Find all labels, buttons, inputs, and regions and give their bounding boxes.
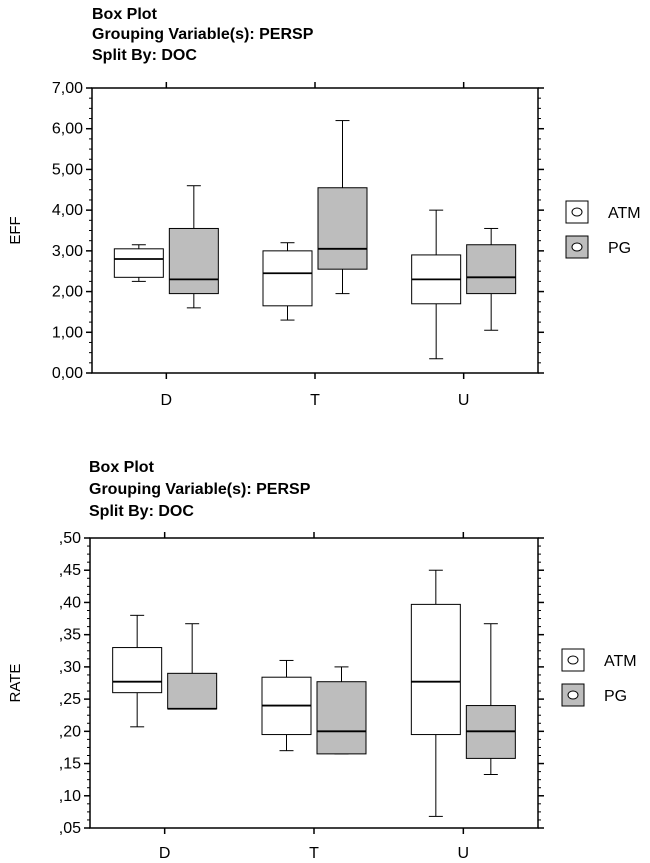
box-iqr bbox=[112, 647, 163, 694]
box-pg-u bbox=[466, 227, 517, 331]
legend-label: PG bbox=[604, 688, 627, 705]
legend-label: ATM bbox=[608, 205, 641, 222]
legend-item-atm: ATM bbox=[561, 648, 637, 672]
box-iqr bbox=[167, 672, 218, 710]
legend-marker-icon bbox=[567, 655, 579, 665]
box-pg-u bbox=[465, 623, 516, 776]
y-tick-label: ,30 bbox=[59, 659, 81, 676]
y-tick-label: 6,00 bbox=[52, 121, 83, 138]
box-atm-u bbox=[411, 209, 462, 360]
y-tick-label: ,05 bbox=[59, 820, 81, 837]
y-tick-label: 2,00 bbox=[52, 284, 83, 301]
box-pg-d bbox=[168, 185, 219, 309]
box-atm-d bbox=[112, 614, 163, 728]
y-tick-label: ,35 bbox=[59, 627, 81, 644]
box-atm-t bbox=[261, 659, 312, 752]
y-tick-label: 4,00 bbox=[52, 202, 83, 219]
box-atm-t bbox=[262, 242, 313, 321]
box-iqr bbox=[317, 187, 368, 270]
box-iqr bbox=[410, 603, 461, 736]
legend-marker-icon bbox=[567, 690, 579, 700]
x-tick-label: U bbox=[458, 845, 470, 862]
y-tick-label: ,40 bbox=[59, 594, 81, 611]
box-iqr bbox=[113, 248, 164, 278]
box-pg-t bbox=[316, 666, 367, 755]
x-tick-label: D bbox=[159, 845, 171, 862]
box-pg-d bbox=[167, 623, 218, 710]
x-tick-label: D bbox=[161, 392, 173, 409]
legend-marker-icon bbox=[571, 242, 583, 252]
chart-title-line: Box Plot bbox=[89, 459, 155, 476]
box-iqr bbox=[168, 227, 219, 295]
y-tick-label: ,25 bbox=[59, 691, 81, 708]
y-tick-label: ,15 bbox=[59, 756, 81, 773]
y-tick-label: ,45 bbox=[59, 562, 81, 579]
legend-item-pg: PG bbox=[565, 235, 631, 259]
x-tick-label: U bbox=[458, 392, 470, 409]
box-pg-t bbox=[317, 120, 368, 295]
chart-title-line: Split By: DOC bbox=[92, 47, 197, 64]
legend-item-atm: ATM bbox=[565, 200, 641, 224]
chart-title-line: Grouping Variable(s): PERSP bbox=[92, 26, 314, 43]
legend-item-pg: PG bbox=[561, 683, 627, 707]
legend-label: PG bbox=[608, 240, 631, 257]
legend-label: ATM bbox=[604, 653, 637, 670]
box-atm-d bbox=[113, 244, 164, 282]
y-axis-label: EFF bbox=[7, 216, 24, 244]
chart-2: Box Plot Grouping Variable(s): PERSP Split… bbox=[7, 459, 637, 862]
y-tick-label: ,10 bbox=[59, 788, 81, 805]
y-tick-label: 1,00 bbox=[52, 324, 83, 341]
y-tick-label: 3,00 bbox=[52, 243, 83, 260]
box-iqr bbox=[262, 250, 313, 307]
y-tick-label: 0,00 bbox=[52, 365, 83, 382]
plot-frame bbox=[91, 87, 539, 374]
chart-title-line: Split By: DOC bbox=[89, 503, 194, 520]
y-tick-label: 5,00 bbox=[52, 161, 83, 178]
chart-title-line: Grouping Variable(s): PERSP bbox=[89, 481, 311, 498]
chart-title-line: Box Plot bbox=[92, 6, 158, 23]
y-axis-label: RATE bbox=[7, 664, 24, 703]
box-atm-u bbox=[410, 569, 461, 817]
y-tick-label: ,20 bbox=[59, 723, 81, 740]
x-tick-label: T bbox=[310, 392, 320, 409]
chart-1: Box Plot Grouping Variable(s): PERSP Split… bbox=[7, 6, 641, 409]
x-tick-label: T bbox=[309, 845, 319, 862]
legend-marker-icon bbox=[571, 207, 583, 217]
box-iqr bbox=[466, 244, 517, 295]
box-iqr bbox=[316, 681, 367, 755]
y-tick-label: ,50 bbox=[59, 530, 81, 547]
y-tick-label: 7,00 bbox=[52, 80, 83, 97]
